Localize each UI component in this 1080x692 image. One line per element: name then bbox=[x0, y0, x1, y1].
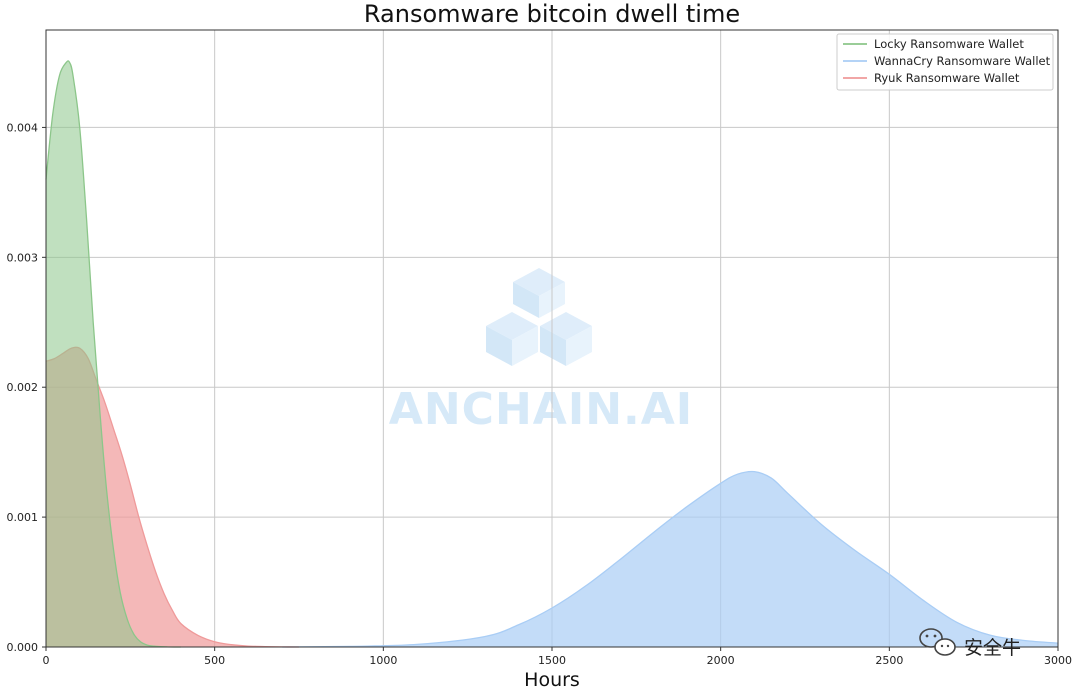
y-tick-label: 0.002 bbox=[7, 381, 39, 394]
y-tick-label: 0.001 bbox=[7, 511, 39, 524]
legend-box bbox=[836, 33, 1054, 91]
wechat-icon bbox=[919, 628, 956, 656]
grid bbox=[45, 30, 1059, 648]
y-tick-label: 0.003 bbox=[7, 251, 39, 264]
legend-label-locky: Locky Ransomware Wallet bbox=[874, 37, 1024, 51]
wechat-badge: 安全牛 bbox=[919, 628, 1021, 659]
chart-title: Ransomware bitcoin dwell time bbox=[364, 0, 740, 28]
series-area-locky bbox=[46, 60, 181, 648]
legend-label-ryuk: Ryuk Ransomware Wallet bbox=[874, 71, 1020, 85]
legend: Locky Ransomware Wallet WannaCry Ransomwa… bbox=[836, 33, 1054, 91]
x-tick-label: 0 bbox=[43, 654, 50, 667]
watermark: ANCHAIN.AI bbox=[389, 268, 693, 435]
series-area-wannacry bbox=[282, 471, 1059, 647]
anchain-logo bbox=[486, 268, 592, 366]
x-tick-label: 2000 bbox=[707, 654, 735, 667]
x-tick-label: 1500 bbox=[538, 654, 566, 667]
series-line-wannacry bbox=[282, 470, 1059, 648]
x-tick-label: 3000 bbox=[1044, 654, 1072, 667]
x-axis-label: Hours bbox=[524, 669, 580, 691]
x-tick-label: 500 bbox=[204, 654, 225, 667]
y-axis-ticks: 0.000 0.001 0.002 0.003 0.004 bbox=[7, 121, 46, 654]
legend-label-wannacry: WannaCry Ransomware Wallet bbox=[874, 54, 1051, 68]
x-axis-ticks: 0 500 1000 1500 2000 2500 3000 bbox=[43, 647, 1072, 667]
watermark-text: ANCHAIN.AI bbox=[389, 384, 693, 435]
y-tick-label: 0.000 bbox=[7, 641, 39, 654]
x-tick-label: 1000 bbox=[369, 654, 397, 667]
y-tick-label: 0.004 bbox=[7, 121, 39, 134]
series-line-locky bbox=[45, 60, 181, 648]
wechat-account-name: 安全牛 bbox=[964, 637, 1021, 659]
x-tick-label: 2500 bbox=[875, 654, 903, 667]
plot-areas bbox=[45, 60, 1059, 648]
